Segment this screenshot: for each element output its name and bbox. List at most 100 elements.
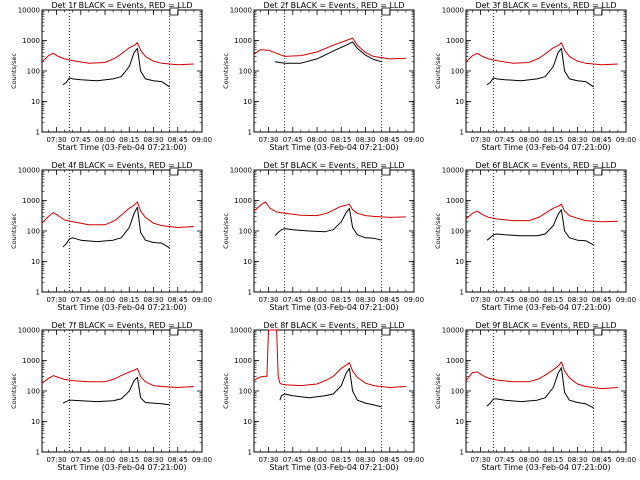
y-axis-label: Counts/sec bbox=[222, 53, 230, 89]
y-tick-label: 1000 bbox=[234, 357, 252, 365]
x-tick-label: 08:15 bbox=[331, 296, 351, 304]
chart-title: Det 7f BLACK = Events, RED = LLD bbox=[51, 321, 192, 330]
y-tick-label: 100 bbox=[239, 388, 252, 396]
series-black-events bbox=[279, 367, 382, 408]
x-tick-label: 07:45 bbox=[71, 296, 91, 304]
y-tick-label: 1 bbox=[460, 449, 464, 457]
chart-panel-8: Det 8f BLACK = Events, RED = LLD 1 10 100 10… bbox=[222, 321, 424, 472]
series-red-lld bbox=[465, 42, 618, 66]
x-tick-label: 07:30 bbox=[258, 456, 278, 464]
y-tick-label: 10 bbox=[31, 98, 40, 106]
x-tick-label: 07:30 bbox=[470, 456, 490, 464]
x-tick-label: 08:00 bbox=[95, 136, 115, 144]
x-tick-label: 08:30 bbox=[567, 456, 587, 464]
x-tick-label: 08:15 bbox=[119, 136, 139, 144]
x-tick-label: 08:30 bbox=[567, 296, 587, 304]
chart-panel-6: Det 6f BLACK = Events, RED = LLD 1 10 100 10… bbox=[434, 161, 636, 312]
x-tick-label: 07:30 bbox=[258, 296, 278, 304]
x-tick-label: 09:00 bbox=[404, 456, 424, 464]
x-tick-label: 08:00 bbox=[95, 456, 115, 464]
plot-frame bbox=[41, 169, 203, 293]
x-tick-label: 09:00 bbox=[616, 296, 636, 304]
y-tick-label: 1000 bbox=[22, 197, 40, 205]
series-red-lld bbox=[465, 361, 618, 390]
series-black-events bbox=[62, 206, 170, 249]
chart-title: Det 2f BLACK = Events, RED = LLD bbox=[263, 1, 404, 10]
y-tick-label: 10 bbox=[455, 258, 464, 266]
y-tick-label: 1 bbox=[248, 129, 252, 137]
y-tick-label: 10000 bbox=[230, 327, 252, 335]
chart-title: Det 1f BLACK = Events, RED = LLD bbox=[51, 1, 192, 10]
x-tick-label: 08:45 bbox=[380, 136, 400, 144]
plot-marker-box bbox=[169, 167, 179, 176]
chart-title: Det 8f BLACK = Events, RED = LLD bbox=[263, 321, 404, 330]
x-tick-label: 09:00 bbox=[616, 136, 636, 144]
y-tick-label: 10000 bbox=[18, 7, 40, 15]
x-tick-label: 08:30 bbox=[143, 136, 163, 144]
y-tick-label: 1 bbox=[460, 129, 464, 137]
y-tick-label: 1000 bbox=[446, 357, 464, 365]
x-axis-label: Start Time (03-Feb-04 07:21:00) bbox=[269, 303, 398, 312]
x-axis-label: Start Time (03-Feb-04 07:21:00) bbox=[57, 463, 186, 472]
x-tick-label: 09:00 bbox=[192, 456, 212, 464]
x-tick-label: 08:45 bbox=[592, 296, 612, 304]
y-tick-label: 1000 bbox=[446, 37, 464, 45]
y-tick-label: 100 bbox=[27, 68, 40, 76]
y-axis-label: Counts/sec bbox=[10, 373, 18, 409]
x-tick-label: 08:15 bbox=[331, 136, 351, 144]
plot-marker-box bbox=[169, 327, 179, 336]
chart-panel-2: Det 2f BLACK = Events, RED = LLD 1 10 100 10… bbox=[222, 1, 424, 152]
x-tick-label: 09:00 bbox=[192, 296, 212, 304]
x-tick-label: 08:30 bbox=[143, 296, 163, 304]
y-axis-label: Counts/sec bbox=[434, 213, 442, 249]
y-tick-label: 1 bbox=[460, 289, 464, 297]
series-red-lld bbox=[41, 201, 194, 228]
x-tick-label: 07:45 bbox=[71, 136, 91, 144]
x-tick-label: 08:45 bbox=[380, 296, 400, 304]
series-black-events bbox=[62, 376, 170, 406]
series-red-lld bbox=[41, 367, 194, 388]
plot-marker-box bbox=[381, 167, 391, 176]
plot-marker-box bbox=[593, 167, 603, 176]
y-axis-label: Counts/sec bbox=[222, 373, 230, 409]
y-tick-label: 10 bbox=[243, 418, 252, 426]
chart-panel-5: Det 5f BLACK = Events, RED = LLD 1 10 100 10… bbox=[222, 161, 424, 312]
y-tick-label: 100 bbox=[239, 68, 252, 76]
chart-panel-4: Det 4f BLACK = Events, RED = LLD 1 10 100 10… bbox=[10, 161, 212, 312]
y-tick-label: 100 bbox=[451, 228, 464, 236]
series-red-lld bbox=[253, 37, 406, 60]
y-tick-label: 100 bbox=[27, 388, 40, 396]
x-axis-label: Start Time (03-Feb-04 07:21:00) bbox=[57, 303, 186, 312]
plot-frame bbox=[253, 329, 415, 453]
x-tick-label: 08:45 bbox=[168, 136, 188, 144]
y-tick-label: 1 bbox=[248, 449, 252, 457]
plot-frame bbox=[465, 9, 627, 133]
y-tick-label: 10000 bbox=[230, 7, 252, 15]
x-tick-label: 08:30 bbox=[143, 456, 163, 464]
y-tick-label: 10000 bbox=[230, 167, 252, 175]
x-tick-label: 07:45 bbox=[283, 136, 303, 144]
x-tick-label: 07:30 bbox=[46, 296, 66, 304]
y-tick-label: 10000 bbox=[442, 7, 464, 15]
x-tick-label: 08:00 bbox=[307, 136, 327, 144]
chart-title: Det 4f BLACK = Events, RED = LLD bbox=[51, 161, 192, 170]
x-tick-label: 08:30 bbox=[355, 136, 375, 144]
series-black-events bbox=[486, 367, 594, 409]
x-tick-label: 07:30 bbox=[258, 136, 278, 144]
plot-marker-box bbox=[381, 327, 391, 336]
chart-panel-7: Det 7f BLACK = Events, RED = LLD 1 10 100 10… bbox=[10, 321, 212, 472]
x-tick-label: 07:30 bbox=[470, 296, 490, 304]
plot-marker-box bbox=[593, 327, 603, 336]
series-red-lld bbox=[465, 203, 618, 223]
x-tick-label: 08:15 bbox=[543, 136, 563, 144]
x-tick-label: 07:45 bbox=[71, 456, 91, 464]
x-tick-label: 08:30 bbox=[355, 456, 375, 464]
series-red-lld bbox=[253, 329, 406, 388]
y-tick-label: 10 bbox=[455, 418, 464, 426]
y-tick-label: 100 bbox=[27, 228, 40, 236]
y-tick-label: 100 bbox=[451, 68, 464, 76]
y-axis-label: Counts/sec bbox=[10, 213, 18, 249]
chart-title: Det 5f BLACK = Events, RED = LLD bbox=[263, 161, 404, 170]
y-axis-label: Counts/sec bbox=[10, 53, 18, 89]
x-tick-label: 08:45 bbox=[592, 456, 612, 464]
